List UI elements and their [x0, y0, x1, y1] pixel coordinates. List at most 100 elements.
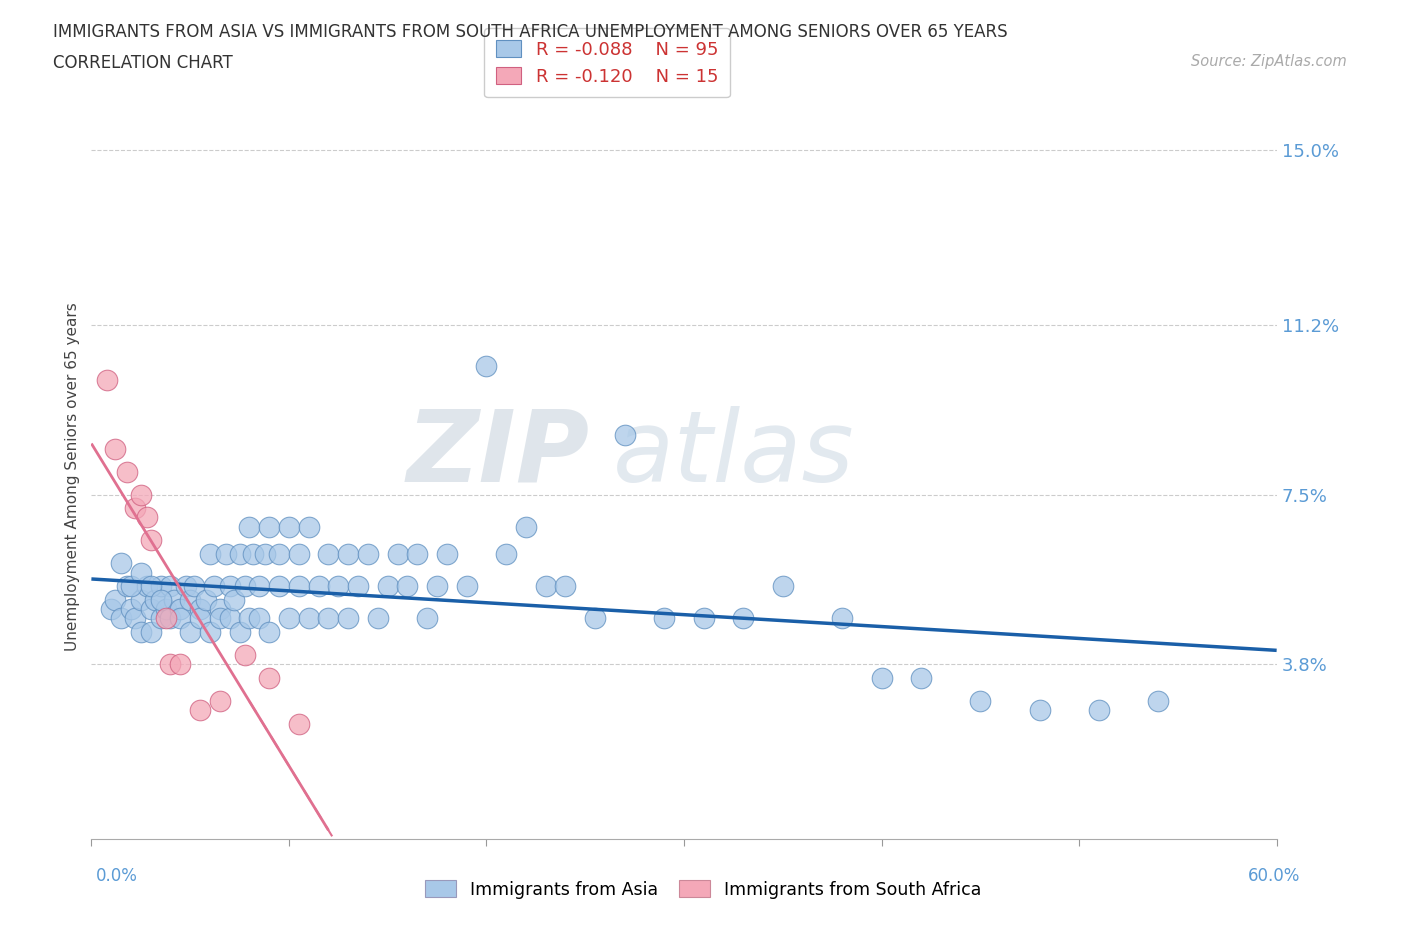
Point [235, 648, 257, 663]
Point [129, 592, 152, 607]
Point [104, 441, 127, 456]
Point [436, 547, 458, 562]
Point [149, 578, 172, 593]
Point [169, 611, 191, 626]
Point [218, 578, 240, 593]
Text: atlas: atlas [613, 405, 855, 503]
Point [163, 592, 186, 607]
Point [208, 602, 231, 617]
Point [110, 611, 132, 626]
Point [367, 611, 389, 626]
Point [347, 578, 370, 593]
Point [139, 533, 162, 548]
Point [583, 611, 606, 626]
Point [288, 547, 311, 562]
Point [534, 578, 557, 593]
Point [124, 501, 146, 516]
Y-axis label: Unemployment Among Seniors over 65 years: Unemployment Among Seniors over 65 years [65, 302, 80, 651]
Point [139, 578, 162, 593]
Point [155, 611, 177, 626]
Point [288, 578, 311, 593]
Point [257, 625, 280, 640]
Point [129, 625, 152, 640]
Point [194, 592, 217, 607]
Point [337, 611, 360, 626]
Point [120, 578, 142, 593]
Point [475, 359, 498, 374]
Text: ZIP: ZIP [406, 405, 589, 503]
Point [129, 565, 152, 580]
Point [831, 611, 853, 626]
Point [396, 578, 419, 593]
Point [406, 547, 429, 562]
Point [129, 487, 152, 502]
Point [238, 519, 260, 534]
Point [228, 625, 250, 640]
Point [228, 547, 250, 562]
Point [155, 602, 177, 617]
Point [426, 578, 449, 593]
Point [298, 519, 321, 534]
Point [1147, 694, 1170, 709]
Point [169, 657, 191, 671]
Point [149, 611, 172, 626]
Point [208, 611, 231, 626]
Point [910, 671, 932, 685]
Point [308, 578, 330, 593]
Point [495, 547, 517, 562]
Point [169, 602, 191, 617]
Point [298, 611, 321, 626]
Text: Source: ZipAtlas.com: Source: ZipAtlas.com [1191, 54, 1347, 69]
Point [96, 372, 118, 387]
Point [202, 578, 225, 593]
Point [159, 657, 181, 671]
Point [115, 464, 138, 479]
Point [222, 592, 245, 607]
Point [247, 578, 270, 593]
Point [188, 703, 211, 718]
Point [257, 519, 280, 534]
Point [515, 519, 537, 534]
Point [149, 592, 172, 607]
Point [208, 694, 231, 709]
Point [693, 611, 716, 626]
Point [1088, 703, 1111, 718]
Point [198, 625, 221, 640]
Point [218, 611, 240, 626]
Point [215, 547, 238, 562]
Point [115, 578, 138, 593]
Point [179, 592, 201, 607]
Point [772, 578, 794, 593]
Point [278, 519, 301, 534]
Point [198, 547, 221, 562]
Point [278, 611, 301, 626]
Point [124, 611, 146, 626]
Point [870, 671, 893, 685]
Point [139, 625, 162, 640]
Point [456, 578, 478, 593]
Point [104, 592, 127, 607]
Point [159, 611, 181, 626]
Point [254, 547, 277, 562]
Point [183, 578, 205, 593]
Point [267, 547, 290, 562]
Point [377, 578, 399, 593]
Point [179, 625, 201, 640]
Point [387, 547, 409, 562]
Point [357, 547, 380, 562]
Point [328, 578, 350, 593]
Point [288, 717, 311, 732]
Point [235, 578, 257, 593]
Point [318, 611, 340, 626]
Point [159, 578, 181, 593]
Point [135, 578, 157, 593]
Point [110, 556, 132, 571]
Point [143, 592, 166, 607]
Point [416, 611, 439, 626]
Text: 60.0%: 60.0% [1249, 867, 1301, 884]
Text: 0.0%: 0.0% [96, 867, 138, 884]
Point [100, 602, 122, 617]
Point [120, 602, 142, 617]
Point [188, 611, 211, 626]
Point [247, 611, 270, 626]
